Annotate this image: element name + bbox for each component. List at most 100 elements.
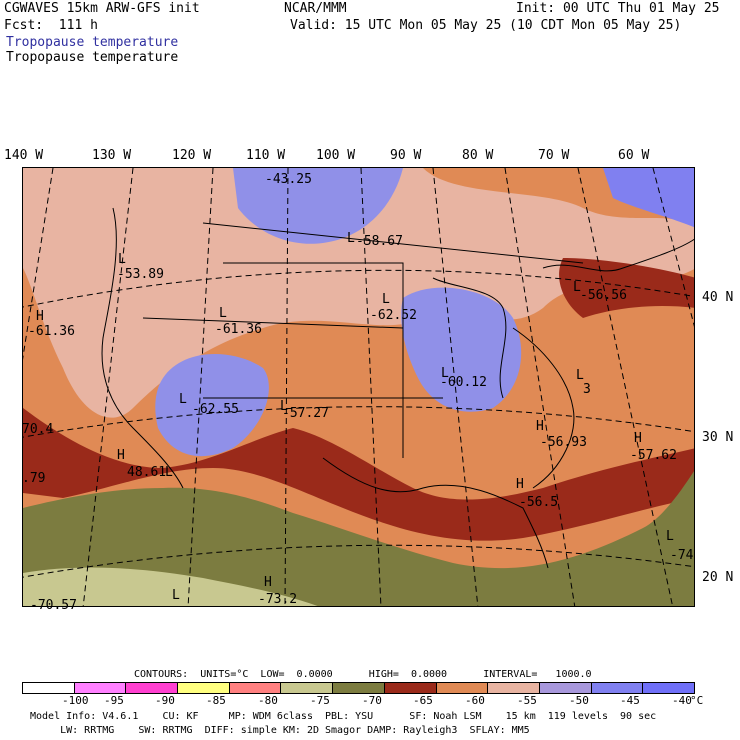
low-marker: L [165, 465, 173, 480]
low-marker: L [219, 306, 227, 321]
lon-label-60w: 60 W [618, 148, 650, 163]
field-name-blue: Tropopause temperature [6, 35, 179, 50]
high-marker: H [516, 477, 524, 492]
colorbar-tick: -90 [155, 694, 175, 707]
colorbar-tick: -40 [672, 694, 692, 707]
low-marker: L [382, 292, 390, 307]
map-value-label: -56.56 [580, 288, 627, 303]
map-value-label: -73.2 [258, 592, 298, 607]
colorbar-swatch [74, 683, 127, 693]
map-value-label: -57.62 [630, 448, 677, 463]
colorbar-swatch [281, 683, 334, 693]
field-zone-northeast-band [559, 258, 694, 318]
field-zone-minus70 [23, 471, 694, 606]
colorbar-swatch [591, 683, 644, 693]
lat-label-20n: 20 N [702, 570, 734, 585]
field-name: Tropopause temperature [6, 50, 179, 65]
low-marker: L [347, 231, 355, 246]
colorbar-swatch [539, 683, 592, 693]
field-zone-northeast [603, 168, 694, 228]
high-marker: H [117, 448, 125, 463]
field-zone-west-low [155, 354, 269, 457]
low-marker: L [172, 588, 180, 603]
map-value-label: -43.25 [265, 172, 312, 187]
colorbar-tick: -50 [569, 694, 589, 707]
low-marker: L [118, 252, 126, 267]
low-marker: L [666, 529, 674, 544]
colorbar-swatch [333, 683, 385, 693]
colorbar-swatch [126, 683, 179, 693]
colorbar-swatch [488, 683, 540, 693]
map-value-label: -57.27 [282, 406, 329, 421]
contour-info: CONTOURS: UNITS=°C LOW= 0.0000 HIGH= 0.0… [134, 669, 592, 680]
high-marker: H [36, 309, 44, 324]
low-marker: L [573, 280, 581, 295]
coastlines-and-borders [101, 207, 694, 569]
lon-label-120w: 120 W [172, 148, 212, 163]
map-value-label: 70.4 [22, 422, 54, 437]
lon-label-110w: 110 W [246, 148, 286, 163]
colorbar-swatch [384, 683, 437, 693]
map-value-label: 3 [583, 382, 591, 397]
map-value-label: -56.5 [519, 495, 559, 510]
colorbar-tick: -95 [104, 694, 124, 707]
tropopause-temperature-map [22, 167, 695, 607]
colorbar-unit: °C [690, 694, 704, 707]
forecast-hour: Fcst: 111 h [4, 18, 98, 33]
map-value-label: -53.89 [117, 267, 164, 282]
center-label: NCAR/MMM [284, 1, 347, 16]
colorbar-swatch [643, 683, 694, 693]
high-marker: H [536, 419, 544, 434]
colorbar-tick: -65 [413, 694, 433, 707]
field-zone-greatlakes-low [401, 287, 522, 412]
init-time: Init: 00 UTC Thu 01 May 25 [516, 1, 720, 16]
map-value-label: -70.57 [30, 598, 77, 613]
graticule [23, 168, 694, 606]
colorbar-tick: -75 [310, 694, 330, 707]
map-value-label: -61.36 [28, 324, 75, 339]
low-marker: L [179, 392, 187, 407]
lon-label-70w: 70 W [538, 148, 570, 163]
colorbar-tick: -70 [362, 694, 382, 707]
model-title: CGWAVES 15km ARW-GFS init [4, 1, 200, 16]
lon-label-140w: 140 W [4, 148, 44, 163]
lon-label-100w: 100 W [316, 148, 356, 163]
valid-time: Valid: 15 UTC Mon 05 May 25 (10 CDT Mon … [290, 18, 682, 33]
field-zone-minus65 [23, 408, 694, 541]
colorbar-tick: -100 [62, 694, 89, 707]
lat-label-30n: 30 N [702, 430, 734, 445]
high-marker: H [264, 575, 272, 590]
lat-label-40n: 40 N [702, 290, 734, 305]
colorbar-tick: -85 [206, 694, 226, 707]
model-info-line2: LW: RRTMG SW: RRTMG DIFF: simple KM: 2D … [30, 725, 530, 736]
map-value-label: -58.67 [356, 234, 403, 249]
map-value-label: 48.61 [127, 465, 167, 480]
map-value-label: -62.52 [370, 308, 417, 323]
colorbar-tick: -80 [258, 694, 278, 707]
field-zone-minus55 [23, 168, 694, 418]
colorbar-tick: -60 [465, 694, 485, 707]
colorbar-swatch [229, 683, 282, 693]
field-zone-minus75 [23, 567, 318, 606]
map-value-label: -61.36 [215, 322, 262, 337]
colorbar-swatch [23, 683, 75, 693]
map-value-label: -62.55 [192, 402, 239, 417]
map-value-label: .79 [22, 471, 46, 486]
lon-label-130w: 130 W [92, 148, 132, 163]
colorbar-tick: -55 [517, 694, 537, 707]
colorbar-swatch [436, 683, 489, 693]
map-value-label: -56.93 [540, 435, 587, 450]
high-marker: H [634, 431, 642, 446]
low-marker: L [576, 368, 584, 383]
colorbar-tick: -45 [620, 694, 640, 707]
map-canvas [23, 168, 694, 606]
colorbar-swatch [178, 683, 230, 693]
lon-label-90w: 90 W [390, 148, 422, 163]
colorbar [22, 682, 695, 694]
low-marker: L [441, 366, 449, 381]
lon-label-80w: 80 W [462, 148, 494, 163]
low-marker: L [280, 399, 288, 414]
model-info-line1: Model Info: V4.6.1 CU: KF MP: WDM 6class… [30, 711, 657, 722]
field-zone-north-low [233, 168, 403, 244]
map-value-label: -60.12 [440, 375, 487, 390]
